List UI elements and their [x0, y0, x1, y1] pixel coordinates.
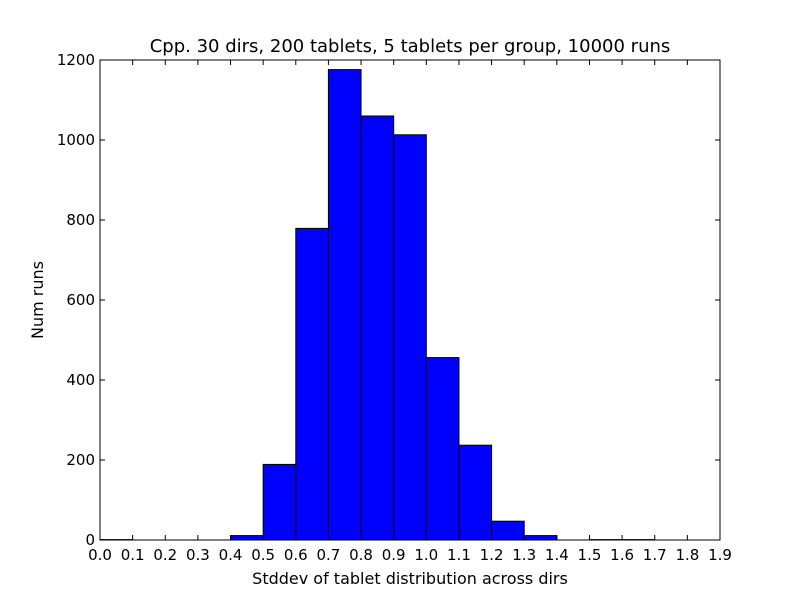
y-tick-label: 200	[66, 451, 95, 469]
x-tick-label: 1.5	[578, 546, 602, 564]
x-tick-label: 1.8	[675, 546, 699, 564]
x-tick-label: 0.9	[382, 546, 406, 564]
x-tick-label: 1.7	[643, 546, 667, 564]
x-tick-label: 0.5	[251, 546, 275, 564]
x-tick-label: 0.3	[186, 546, 210, 564]
x-tick-label: 0.4	[219, 546, 243, 564]
histogram-bar	[296, 228, 329, 540]
x-tick-label: 0.1	[121, 546, 145, 564]
x-tick-label: 1.2	[480, 546, 504, 564]
y-tick-label: 1000	[57, 131, 95, 149]
histogram-bar	[459, 445, 492, 540]
y-tick-label: 1200	[57, 51, 95, 69]
x-tick-label: 0.7	[316, 546, 340, 564]
y-tick-label: 0	[85, 531, 95, 549]
histogram-bar	[328, 70, 361, 540]
y-tick-label: 600	[66, 291, 95, 309]
y-axis-label: Num runs	[28, 261, 47, 339]
y-tick-label: 400	[66, 371, 95, 389]
x-tick-label: 0.2	[153, 546, 177, 564]
chart-title: Cpp. 30 dirs, 200 tablets, 5 tablets per…	[150, 36, 671, 57]
x-tick-label: 1.0	[414, 546, 438, 564]
x-tick-label: 1.3	[512, 546, 536, 564]
y-tick-label: 800	[66, 211, 95, 229]
histogram-bar	[492, 521, 525, 540]
x-tick-label: 1.4	[545, 546, 569, 564]
histogram-bar	[524, 536, 557, 540]
x-tick-label: 0.6	[284, 546, 308, 564]
histogram-bar	[361, 116, 394, 540]
histogram-bar	[263, 464, 296, 540]
histogram-bar	[231, 536, 264, 540]
x-tick-label: 1.9	[708, 546, 732, 564]
x-tick-label: 1.1	[447, 546, 471, 564]
x-tick-label: 1.6	[610, 546, 634, 564]
histogram-bar	[394, 135, 427, 540]
x-axis-label: Stddev of tablet distribution across dir…	[252, 569, 568, 588]
x-tick-label: 0.8	[349, 546, 373, 564]
histogram-bar	[426, 358, 459, 540]
